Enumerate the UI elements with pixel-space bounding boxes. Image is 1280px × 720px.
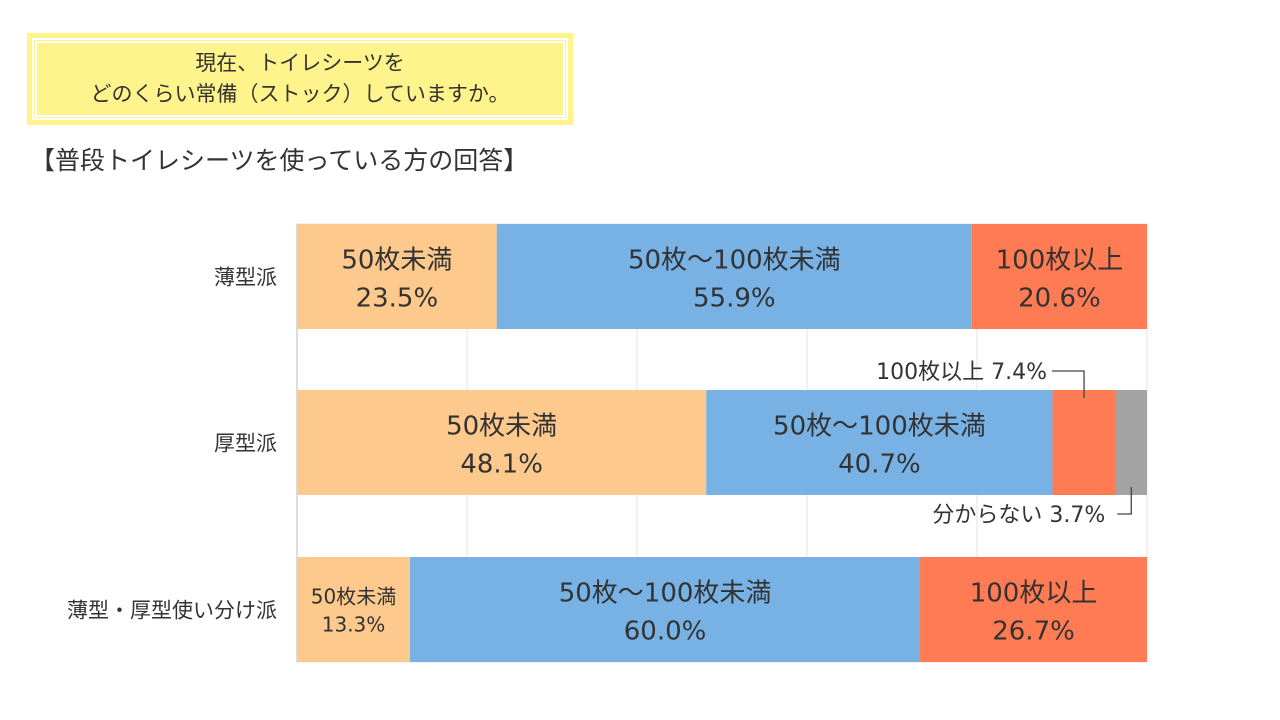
question-text: 現在、トイレシーツを どのくらい常備（ストック）していますか。: [35, 41, 565, 117]
data-labels: 50枚未満 23.5% 50枚～100枚未満 55.9% 100枚以上 20.6% 50枚未…: [311, 246, 1123, 647]
callout-label: 100枚以上 7.4%: [876, 360, 1047, 385]
chart-subtitle: 【普段トイレシーツを使っている方の回答】: [30, 146, 529, 175]
category-label: 薄型・厚型使い分け派: [67, 599, 277, 623]
segment-value-label: 20.6%: [1018, 284, 1101, 314]
bar-segment: [1115, 390, 1147, 495]
segment-series-label: 50枚～100枚未満: [559, 579, 772, 609]
bar-segment: [297, 557, 411, 662]
category-label: 厚型派: [214, 432, 277, 456]
bar-segment: [496, 224, 972, 329]
callout-leader: [1117, 487, 1132, 515]
segment-series-label: 100枚以上: [996, 246, 1124, 276]
segment-series-label: 100枚以上: [970, 579, 1098, 609]
bar-segment: [297, 390, 707, 495]
bar-segment: [971, 224, 1147, 329]
bars: [297, 224, 1147, 662]
segment-series-label: 50枚未満: [341, 246, 452, 276]
segment-value-label: 26.7%: [992, 617, 1075, 647]
bar-segment: [706, 390, 1053, 495]
segment-value-label: 48.1%: [460, 450, 543, 480]
segment-value-label: 13.3%: [322, 613, 386, 637]
segment-value-label: 40.7%: [838, 450, 921, 480]
segment-value-label: 23.5%: [356, 284, 439, 314]
callouts: 100枚以上 7.4% 分からない 3.7%: [876, 360, 1132, 528]
bar-segment: [1052, 390, 1116, 495]
segment-series-label: 50枚～100枚未満: [628, 246, 841, 276]
question-line-2: どのくらい常備（ストック）していますか。: [90, 82, 510, 106]
bar-segment: [410, 557, 921, 662]
segment-series-label: 50枚～100枚未満: [773, 412, 986, 442]
question-line-1: 現在、トイレシーツを: [195, 51, 405, 75]
segment-value-label: 60.0%: [624, 617, 707, 647]
segment-series-label: 50枚未満: [311, 585, 396, 609]
bar-segment: [297, 224, 497, 329]
category-label: 薄型派: [214, 266, 277, 290]
callout-label: 分からない 3.7%: [932, 503, 1105, 528]
segment-value-label: 55.9%: [693, 284, 776, 314]
segment-series-label: 50枚未満: [446, 412, 557, 442]
callout-leader: [1052, 370, 1085, 398]
bar-segment: [920, 557, 1147, 662]
question-box: 現在、トイレシーツを どのくらい常備（ストック）していますか。: [27, 33, 573, 125]
